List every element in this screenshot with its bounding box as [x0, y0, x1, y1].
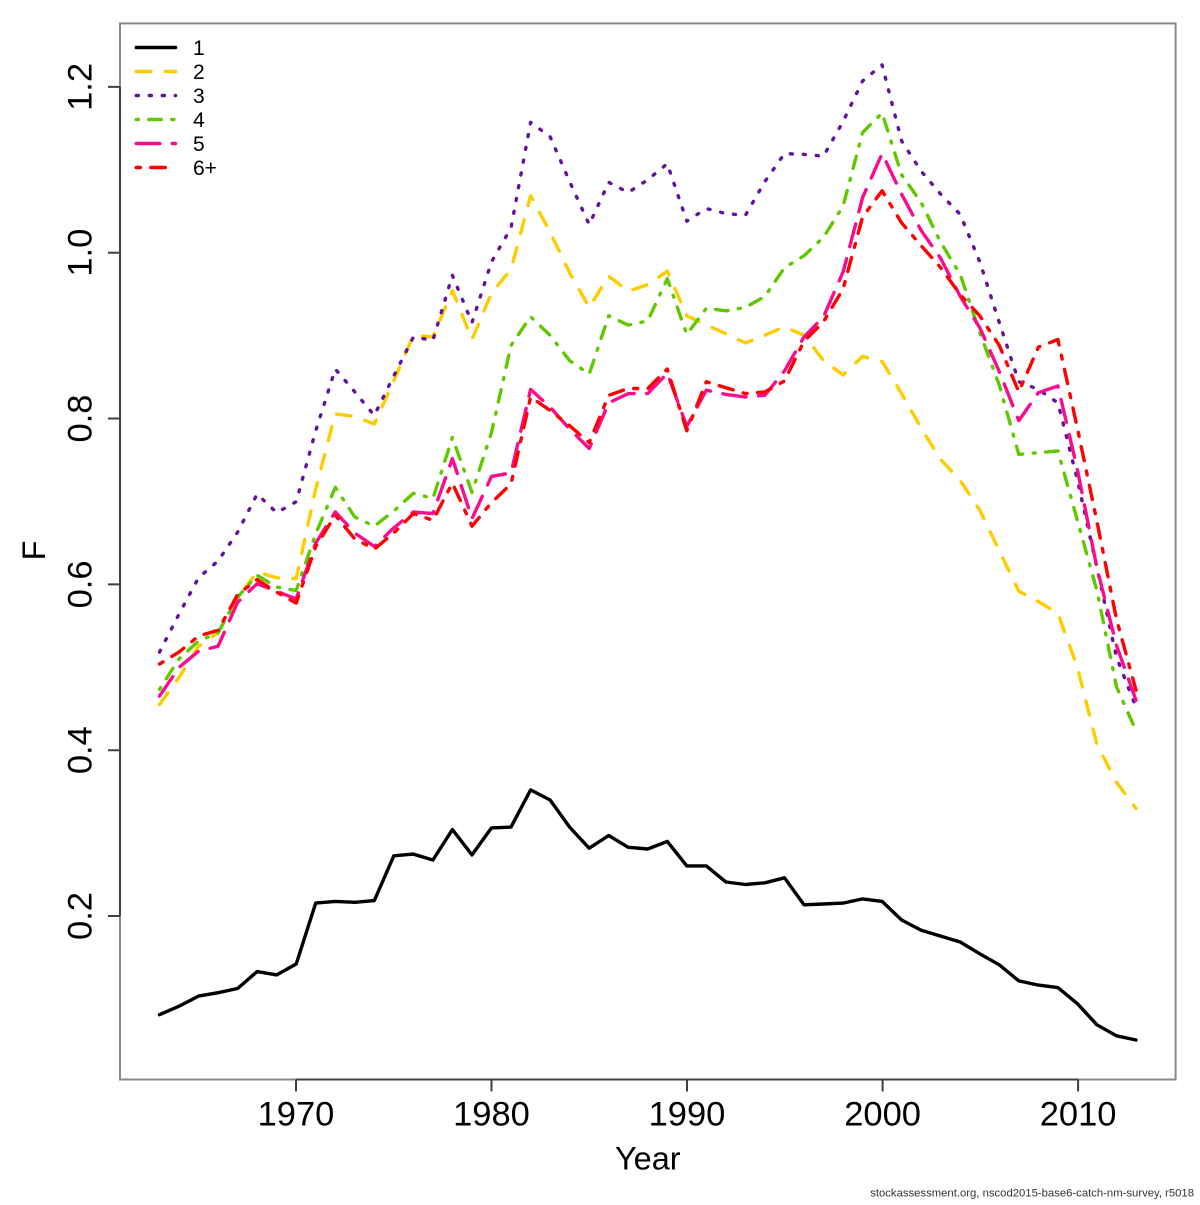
svg-text:1.2: 1.2	[62, 63, 100, 111]
svg-text:F: F	[16, 541, 52, 561]
svg-text:stockassessment.org, nscod2015: stockassessment.org, nscod2015-base6-cat…	[870, 1188, 1194, 1200]
svg-text:Year: Year	[615, 1141, 681, 1177]
svg-text:0.2: 0.2	[62, 892, 100, 940]
svg-text:1980: 1980	[453, 1096, 530, 1134]
svg-text:0.8: 0.8	[62, 395, 100, 443]
svg-text:5: 5	[193, 133, 205, 156]
svg-text:1: 1	[193, 37, 205, 60]
svg-text:2: 2	[193, 61, 205, 84]
svg-text:2010: 2010	[1040, 1096, 1117, 1134]
svg-text:4: 4	[193, 109, 205, 132]
svg-text:1970: 1970	[258, 1096, 335, 1134]
svg-text:0.4: 0.4	[62, 726, 100, 774]
svg-text:1.0: 1.0	[62, 229, 100, 277]
svg-text:6+: 6+	[193, 157, 217, 180]
svg-text:2000: 2000	[844, 1096, 921, 1134]
svg-text:0.6: 0.6	[62, 560, 100, 608]
svg-text:3: 3	[193, 85, 205, 108]
svg-text:1990: 1990	[649, 1096, 726, 1134]
